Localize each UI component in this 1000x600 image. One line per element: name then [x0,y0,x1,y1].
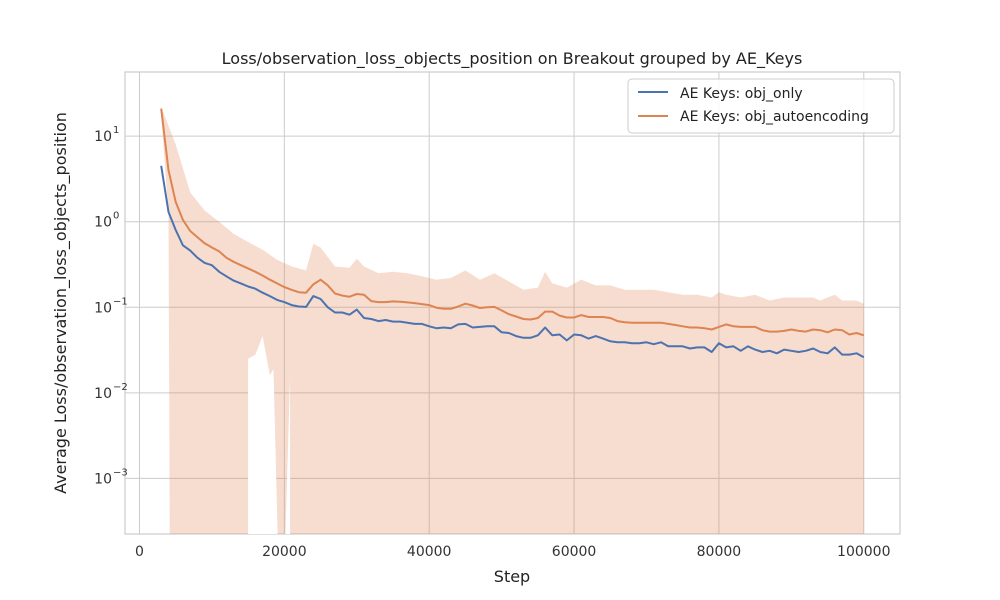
confidence-band [161,106,864,534]
confidence-band-gap [248,336,291,534]
y-tick-exponent-1: −2 [113,382,128,393]
x-axis-label: Step [494,567,530,586]
x-tick-label-3: 60000 [552,544,597,560]
y-tick-label-4: 10 1 [94,125,119,145]
y-tick-base-2: 10 [94,300,112,316]
x-tick-label-1: 20000 [262,544,307,560]
series-lines [160,108,865,359]
chart-title: Loss/observation_loss_objects_position o… [222,49,803,69]
x-tick-label-5: 100000 [837,544,890,560]
confidence-band-area [161,106,864,534]
legend-label-obj-only: AE Keys: obj_only [680,86,803,102]
y-tick-exponent-4: 1 [113,125,119,136]
y-tick-exponent-3: 0 [113,211,119,222]
legend-label-obj-autoencoding: AE Keys: obj_autoencoding [680,109,869,125]
y-axis-label: Average Loss/observation_loss_objects_po… [51,112,71,494]
y-tick-label-1: 10 −2 [94,382,128,402]
y-tick-exponent-2: −1 [113,296,128,307]
legend: AE Keys: obj_only AE Keys: obj_autoencod… [627,78,895,134]
x-tick-labels: 0 20000 40000 60000 80000 100000 [135,544,890,560]
y-tick-base-3: 10 [94,215,112,231]
x-tick-label-4: 80000 [697,544,742,560]
x-tick-label-0: 0 [135,544,144,560]
series-line-1 [160,108,865,337]
y-tick-base-4: 10 [94,129,112,145]
y-tick-base-1: 10 [94,386,112,402]
x-tick-label-2: 40000 [407,544,452,560]
legend-box [627,78,895,134]
y-tick-exponent-0: −3 [113,467,128,478]
y-tick-base-0: 10 [94,471,112,487]
series-line-0 [160,165,865,359]
y-tick-label-3: 10 0 [94,211,119,231]
y-tick-label-2: 10 −1 [94,296,128,316]
y-tick-label-0: 10 −3 [94,467,128,487]
